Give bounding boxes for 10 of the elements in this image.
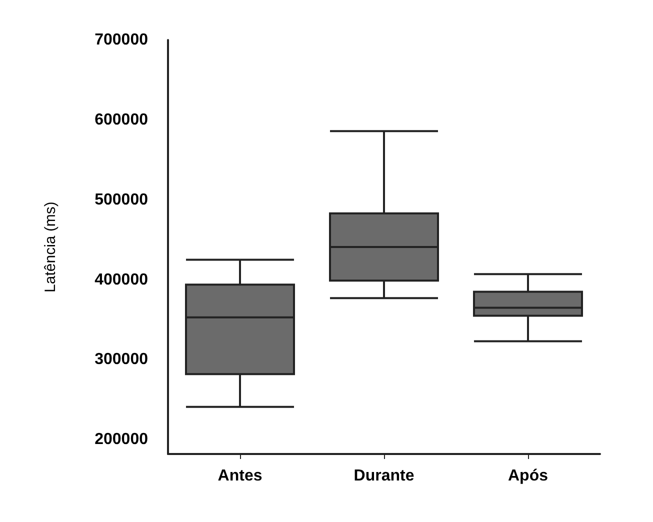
y-axis-title: Latência (ms) [42,202,59,292]
x-tick-label: Antes [218,468,262,484]
x-tick-label: Após [508,468,548,484]
y-tick-label: 600000 [94,111,148,128]
y-tick-label: 200000 [94,431,148,448]
y-tick-label: 400000 [94,271,148,288]
y-tick-label: 500000 [94,191,148,208]
y-tick-label: 300000 [94,351,148,368]
x-tick-label: Durante [354,468,414,484]
y-tick-label: 700000 [94,32,148,48]
